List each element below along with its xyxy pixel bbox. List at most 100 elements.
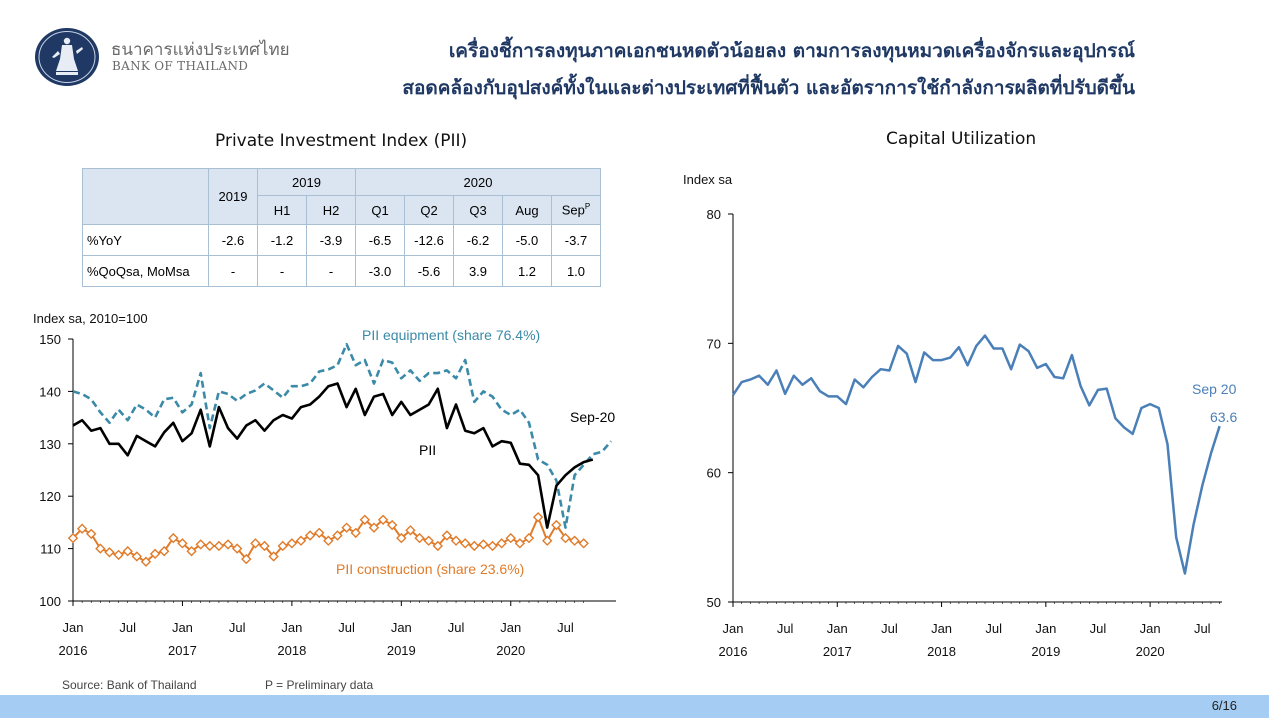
data-point-marker <box>213 540 225 552</box>
x-year-label: 2017 <box>823 644 852 659</box>
x-tick-label: Jul <box>881 621 898 636</box>
x-tick-label: Jul <box>1090 621 1107 636</box>
chart-annotation: Sep-20 <box>570 409 615 425</box>
table-header-period: Q1 <box>355 195 405 225</box>
x-tick-label: Jul <box>448 620 465 635</box>
x-tick-label: Jan <box>931 621 952 636</box>
table-cell: -5.6 <box>404 255 454 287</box>
table-cell: -6.2 <box>453 224 503 256</box>
x-tick-label: Jan <box>281 620 302 635</box>
data-point-marker <box>551 519 562 531</box>
x-tick-label: Jul <box>985 621 1002 636</box>
x-tick-label: Jul <box>119 620 136 635</box>
data-point-marker <box>149 548 161 560</box>
table-row: %YoY -2.6 -1.2 -3.9 -6.5 -12.6 -6.2 -5.0… <box>82 224 601 256</box>
data-point-marker <box>195 539 206 550</box>
data-point-marker <box>423 535 434 546</box>
data-point-marker <box>569 535 580 546</box>
table-cell: 1.0 <box>551 255 601 287</box>
data-point-marker <box>131 551 143 562</box>
chart-annotation: PII construction (share 23.6%) <box>336 561 524 577</box>
data-point-marker <box>441 530 453 541</box>
data-point-marker <box>396 532 407 544</box>
slide-header: ธนาคารแห่งประเทศไทย BANK OF THAILAND เคร… <box>0 0 1269 110</box>
data-point-marker <box>241 553 252 565</box>
data-point-marker <box>368 522 380 533</box>
data-point-marker <box>350 527 361 539</box>
x-tick-label: Jan <box>391 620 412 635</box>
bank-name-english: BANK OF THAILAND <box>112 59 249 73</box>
chart-annotation: Sep 20 <box>1192 381 1237 397</box>
x-year-label: 2016 <box>59 643 88 658</box>
data-point-marker <box>186 546 197 557</box>
x-tick-label: Jan <box>172 620 193 635</box>
preliminary-mark: P <box>584 202 591 212</box>
table-cell: -3.0 <box>355 255 405 287</box>
row-label: %QoQsa, MoMsa <box>82 255 209 287</box>
x-tick-label: Jul <box>557 620 574 635</box>
data-point-marker <box>67 532 79 544</box>
data-point-marker <box>377 514 389 525</box>
data-point-marker <box>104 547 115 558</box>
chart-annotation: PII equipment (share 76.4%) <box>362 327 540 343</box>
table-row: %QoQsa, MoMsa - - - -3.0 -5.6 3.9 1.2 1.… <box>82 255 601 287</box>
x-year-label: 2019 <box>1031 644 1060 659</box>
data-point-marker <box>514 538 526 549</box>
data-point-marker <box>168 532 179 544</box>
data-point-marker <box>432 540 443 552</box>
table-cell: 1.2 <box>502 255 552 287</box>
chart-annotation: PII <box>419 442 436 458</box>
data-point-marker <box>295 535 307 546</box>
y-tick-label: 70 <box>707 336 721 351</box>
data-point-marker <box>532 511 544 523</box>
table-cell: -12.6 <box>404 224 454 256</box>
data-point-marker <box>487 540 498 552</box>
series-line <box>72 342 613 529</box>
page-number: 6/16 <box>1211 698 1237 713</box>
pii-growth-table: 2019 2019 2020 H1 H2 Q1 Q2 Q3 Aug SepP %… <box>82 168 601 287</box>
x-tick-label: Jan <box>63 620 84 635</box>
data-point-marker <box>323 535 334 546</box>
series-line <box>72 382 594 529</box>
table-cell: - <box>306 255 356 287</box>
data-point-marker <box>204 540 215 552</box>
x-year-label: 2019 <box>387 643 416 658</box>
data-point-marker <box>578 538 589 549</box>
data-point-marker <box>314 527 325 539</box>
table-cell: 3.9 <box>453 255 503 287</box>
y-tick-label: 120 <box>39 489 61 504</box>
data-point-marker <box>113 549 124 561</box>
pii-panel-title: Private Investment Index (PII) <box>215 131 468 151</box>
table-header-period: SepP <box>551 195 601 225</box>
footer-bar <box>0 695 1269 718</box>
headline-line-2: สอดคล้องกับอุปสงค์ทั้งในและต่างประเทศที่… <box>402 77 1135 99</box>
table-cell: -3.7 <box>551 224 601 256</box>
period-label: Sep <box>561 202 585 218</box>
table-cell: - <box>257 255 307 287</box>
data-point-marker <box>177 538 188 549</box>
data-point-marker <box>478 539 489 550</box>
bank-emblem-logo <box>35 28 99 86</box>
data-point-marker <box>496 538 507 549</box>
data-point-marker <box>341 522 352 533</box>
table-header-year: 2020 <box>355 168 601 196</box>
y-axis-label: Index sa <box>683 172 733 187</box>
data-point-marker <box>459 538 471 549</box>
y-tick-label: 100 <box>39 594 61 609</box>
x-year-label: 2017 <box>168 643 197 658</box>
data-point-marker <box>95 543 106 554</box>
x-year-label: 2016 <box>719 644 748 659</box>
table-cell: -2.6 <box>208 224 258 256</box>
x-tick-label: Jan <box>1140 621 1161 636</box>
table-header-period: Aug <box>502 195 552 225</box>
data-point-marker <box>359 514 371 525</box>
y-tick-label: 80 <box>707 207 721 222</box>
y-tick-label: 150 <box>39 332 61 347</box>
y-tick-label: 60 <box>707 466 721 481</box>
data-point-marker <box>387 519 398 531</box>
data-point-marker <box>414 532 425 544</box>
x-tick-label: Jan <box>500 620 521 635</box>
data-point-marker <box>505 532 516 544</box>
x-tick-label: Jul <box>777 621 794 636</box>
data-point-marker <box>159 546 170 557</box>
